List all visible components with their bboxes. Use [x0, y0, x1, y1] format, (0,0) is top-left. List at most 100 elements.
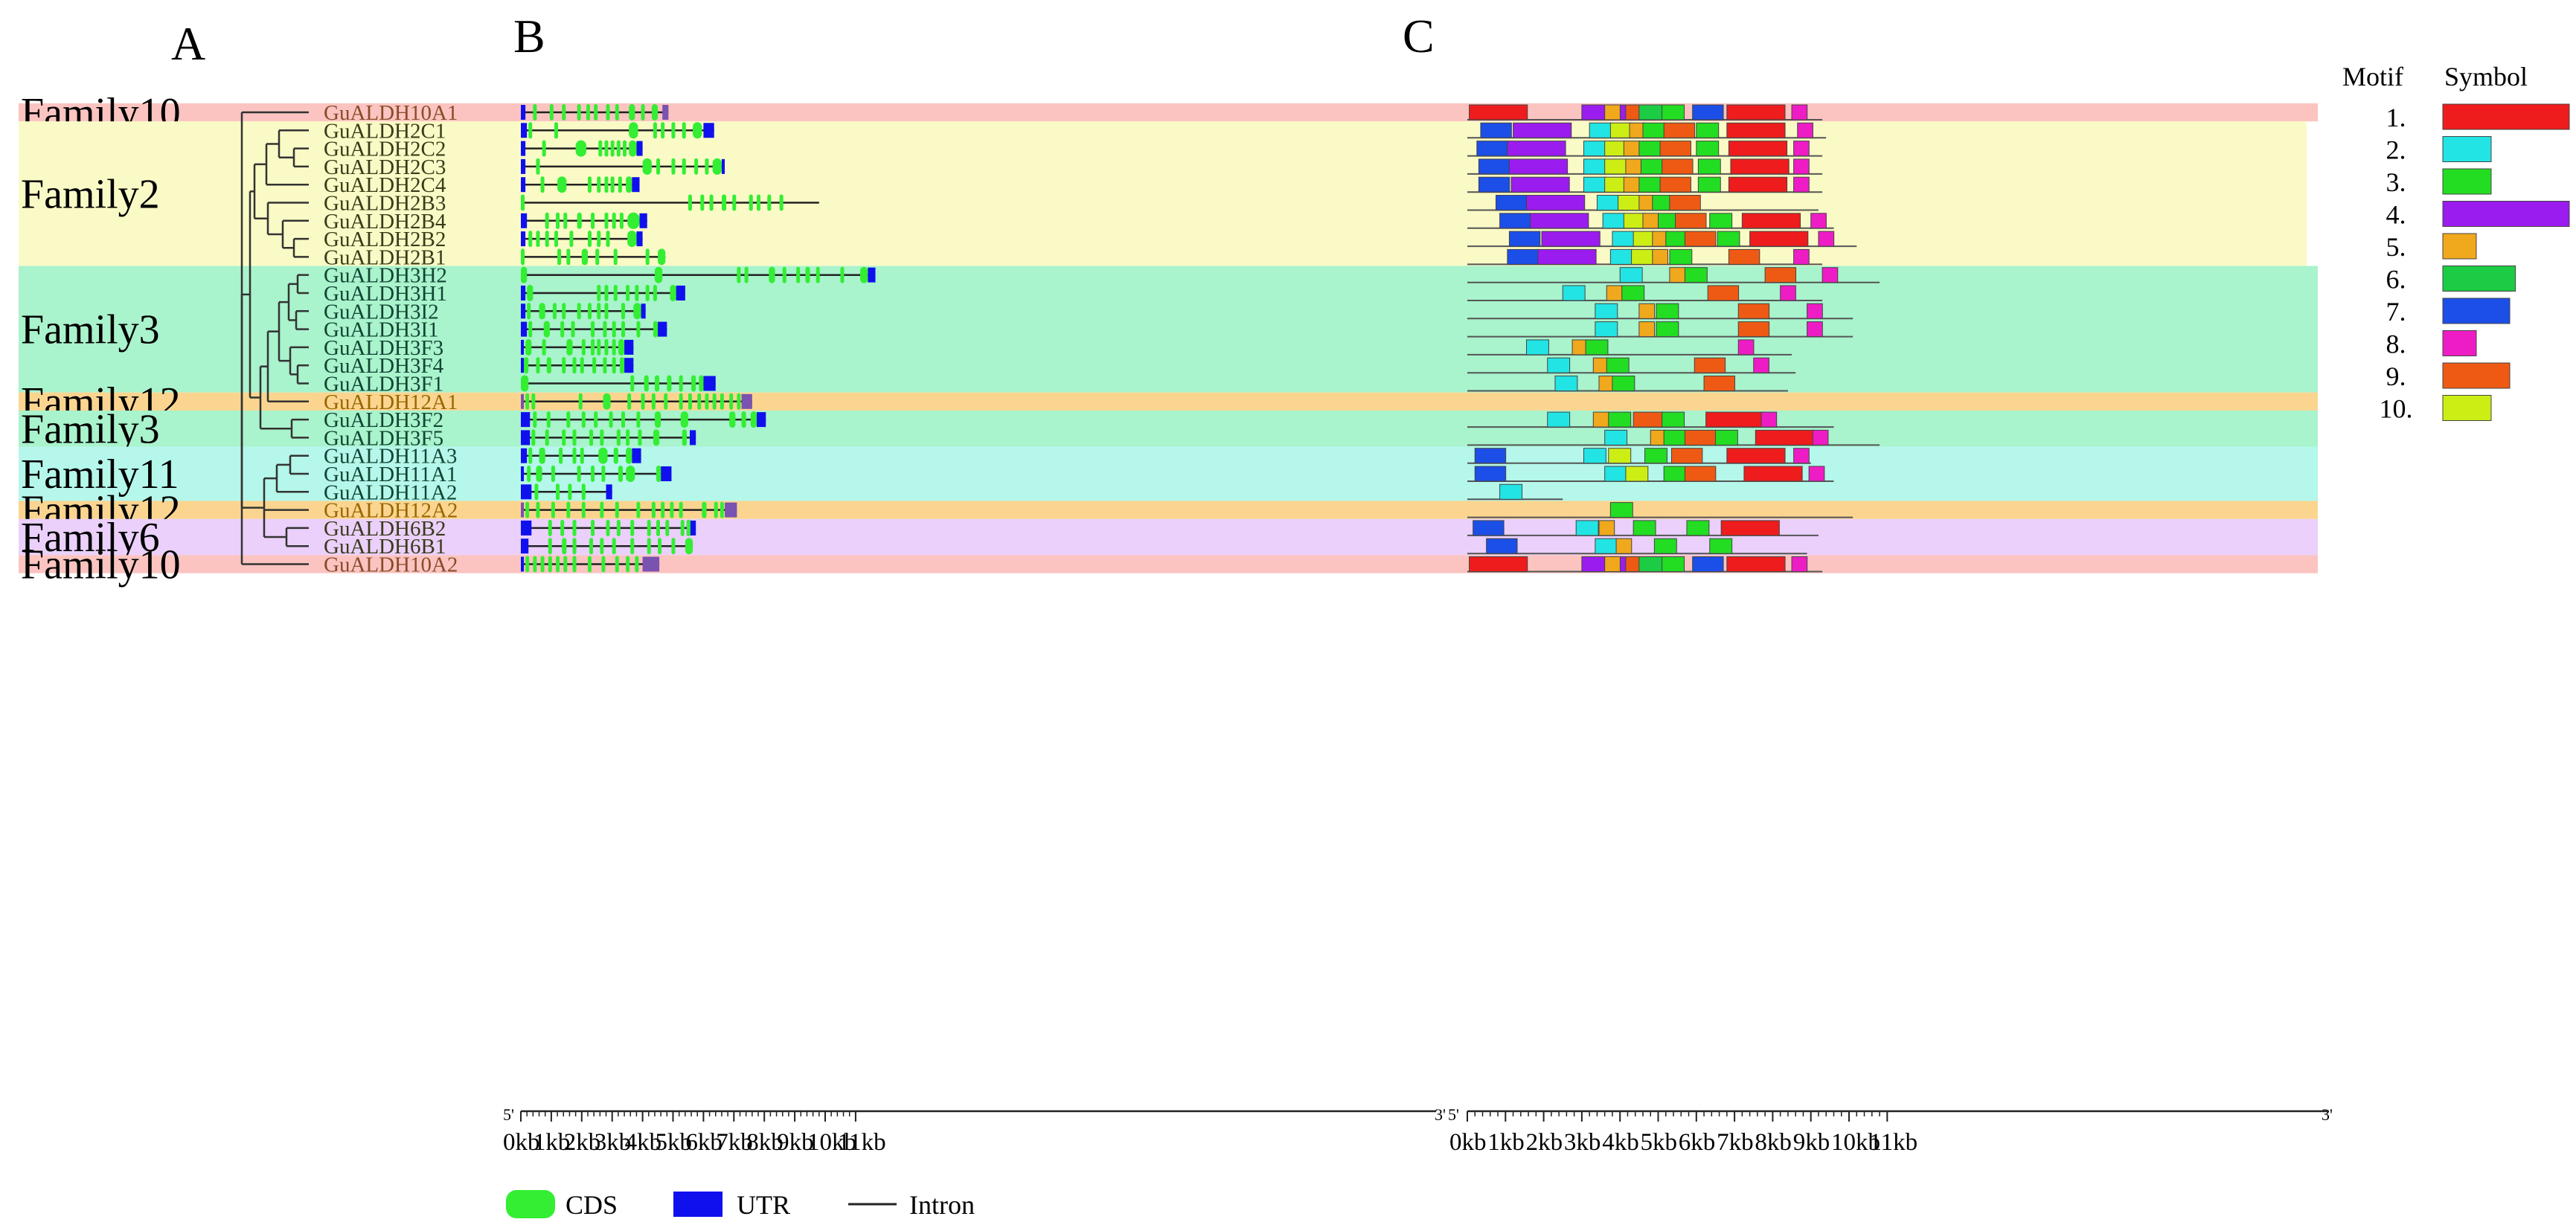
cds-block [566, 338, 573, 356]
cds-block [562, 538, 567, 555]
cds-block [571, 321, 575, 338]
motif-box-7 [1692, 556, 1724, 572]
cds-block [598, 140, 603, 157]
cds-block [737, 266, 741, 283]
family-band [19, 555, 2318, 573]
cds-block [598, 447, 608, 464]
cds-block [572, 429, 577, 446]
motif-box-10 [1604, 158, 1628, 175]
motif-box-8 [1807, 321, 1823, 338]
utr-block [606, 484, 612, 500]
utr-block [521, 502, 525, 518]
utr-block [636, 231, 643, 247]
cds-block [572, 357, 577, 374]
motif-box-2 [1595, 303, 1618, 319]
axis-tick-label: 8kb [746, 1129, 783, 1156]
cds-block [600, 501, 604, 518]
motif-box-9 [1663, 122, 1696, 138]
motif-box-8 [1793, 176, 1810, 193]
axis-tick-label: 6kb [685, 1129, 723, 1156]
axis-tick-label: 0kb [1449, 1129, 1487, 1156]
cds-block [613, 285, 618, 301]
cds-block [700, 194, 705, 211]
cds-block [741, 411, 746, 428]
utr-legend-label: UTR [737, 1190, 790, 1220]
family-band [19, 410, 2318, 447]
cds-block [545, 212, 549, 229]
cds-block [591, 212, 595, 229]
motif-box-9 [1684, 429, 1717, 446]
utr-block [703, 376, 716, 391]
cds-block [671, 122, 676, 139]
utr-block [721, 158, 725, 174]
motif-box-4 [1513, 122, 1572, 138]
motif-box-8 [1760, 411, 1778, 428]
cds-block [597, 303, 601, 320]
axis-tick-label: 2kb [1526, 1129, 1563, 1156]
cds-block [630, 519, 635, 536]
motif-box-2 [1554, 376, 1578, 391]
gene-name-label: GuALDH3F5 [324, 426, 443, 450]
axis-tick-label: 9kb [777, 1129, 814, 1156]
cds-block [636, 501, 641, 518]
utr-block [624, 358, 634, 373]
motif-box-7 [1508, 231, 1541, 247]
cds-block [616, 519, 621, 536]
motif-box-2 [1595, 538, 1618, 554]
gene-name-label: GuALDH3F2 [324, 408, 443, 432]
motif-box-7 [1474, 448, 1507, 464]
cds-block [737, 393, 741, 410]
motif-box-2 [1547, 411, 1571, 428]
panel-label-b: B [513, 10, 545, 62]
cds-block [626, 176, 632, 193]
axis-tick-label: 1kb [1487, 1129, 1525, 1156]
cds-block [609, 411, 613, 428]
motif-legend-swatch-4 [2442, 201, 2570, 227]
motif-box-1 [1728, 176, 1788, 193]
motif-box-9 [1633, 411, 1665, 428]
cds-block [527, 303, 531, 320]
motif-box-3 [1709, 538, 1733, 554]
motif-box-3 [1697, 176, 1721, 193]
family-band [19, 266, 2318, 393]
cds-block [671, 538, 676, 555]
cds-block [563, 556, 568, 573]
cds-block [566, 411, 571, 428]
cds-block [621, 321, 625, 338]
cds-block [720, 501, 724, 518]
family-band [19, 103, 2318, 122]
cds-block [604, 338, 609, 356]
cds-block [552, 303, 557, 320]
gene-name-label: GuALDH3F1 [324, 373, 443, 396]
utr-block [521, 286, 526, 300]
gene-name-label: GuALDH11A3 [324, 445, 457, 469]
cds-block [629, 122, 638, 139]
cds-block [540, 176, 545, 193]
cds-block [615, 501, 619, 518]
family-bands: Family10Family2Family3Family12Family3Fam… [19, 90, 2318, 588]
cds-block [686, 519, 691, 536]
axis-tick-label: 7kb [716, 1129, 753, 1156]
motif-box-7 [1486, 538, 1518, 554]
cds-block [658, 538, 662, 555]
motif-structures [1467, 104, 1880, 573]
cds-block [630, 375, 635, 392]
utr-block [662, 105, 669, 120]
motif-box-3 [1663, 466, 1687, 482]
cds-block [531, 429, 536, 446]
cds-block [647, 519, 651, 536]
cds-block [577, 466, 581, 482]
cds-block [545, 231, 549, 248]
cds-block [521, 194, 525, 211]
motif-box-9 [1670, 448, 1703, 464]
cds-block [635, 556, 639, 573]
cds-block [525, 501, 530, 518]
cds-block [604, 176, 609, 193]
axis-tick-label: 8kb [1755, 1129, 1792, 1156]
cds-block [705, 158, 709, 175]
motif-box-2 [1583, 176, 1606, 193]
motif-legend-swatch-9 [2442, 362, 2511, 389]
motif-box-2 [1589, 122, 1612, 138]
axis-tick-label: 4kb [1602, 1129, 1639, 1156]
cds-block [560, 321, 565, 338]
